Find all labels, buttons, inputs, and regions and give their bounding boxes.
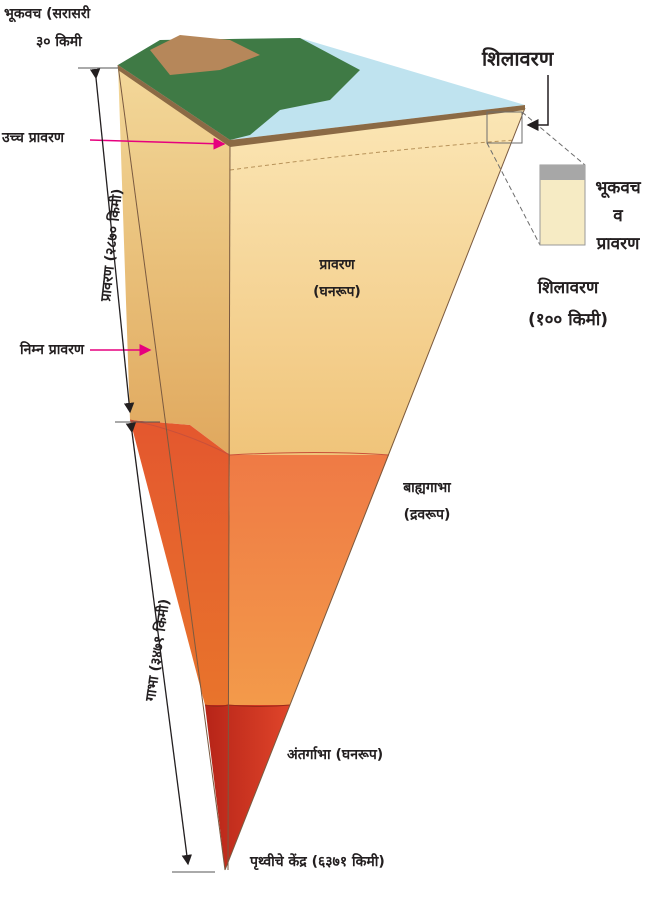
pointer-arrow: [528, 75, 548, 125]
upper-mantle-label: उच्च प्रावरण: [1, 130, 65, 146]
earth-interior-diagram: भूकवच (सरासरी ३० किमी शिलावरण उच्च प्राव…: [0, 0, 654, 907]
crust-label: भूकवच (सरासरी: [4, 5, 92, 23]
mantle-depth-label: प्रावरण (२८७० किमी): [97, 188, 126, 303]
crust-label: ३० किमी: [36, 33, 83, 50]
lower-mantle-label: निम्न प्रावरण: [19, 341, 85, 358]
mantle-label: (घनरूप): [313, 284, 361, 300]
dash-line: [522, 112, 585, 165]
outer-core-label: (द्रवरूप): [404, 507, 451, 523]
inset-label: भूकवच: [595, 178, 641, 199]
lithosphere-label: शिलावरण: [537, 277, 599, 298]
dash-line: [487, 143, 540, 245]
inset-label: प्रावरण: [596, 234, 640, 254]
center-label: पृथ्वीचे केंद्र (६३७१ किमी): [249, 853, 385, 871]
inner-core-label: अंतर्गाभा (घनरूप): [287, 746, 383, 763]
lithosphere-label: (१०० किमी): [528, 309, 608, 330]
outer-core-label: बाह्यगाभा: [402, 480, 452, 496]
wedge: [118, 35, 525, 870]
core-depth-label: गाभा (३४७१ किमी): [142, 598, 173, 703]
mantle-label: प्रावरण: [318, 257, 355, 273]
inset-label: व: [612, 206, 624, 226]
page: { "labels": { "crust": ["भूकवच (सरासरी",…: [0, 0, 654, 907]
lithosphere-title: शिलावरण: [481, 47, 555, 71]
inset-crust: [540, 165, 585, 180]
